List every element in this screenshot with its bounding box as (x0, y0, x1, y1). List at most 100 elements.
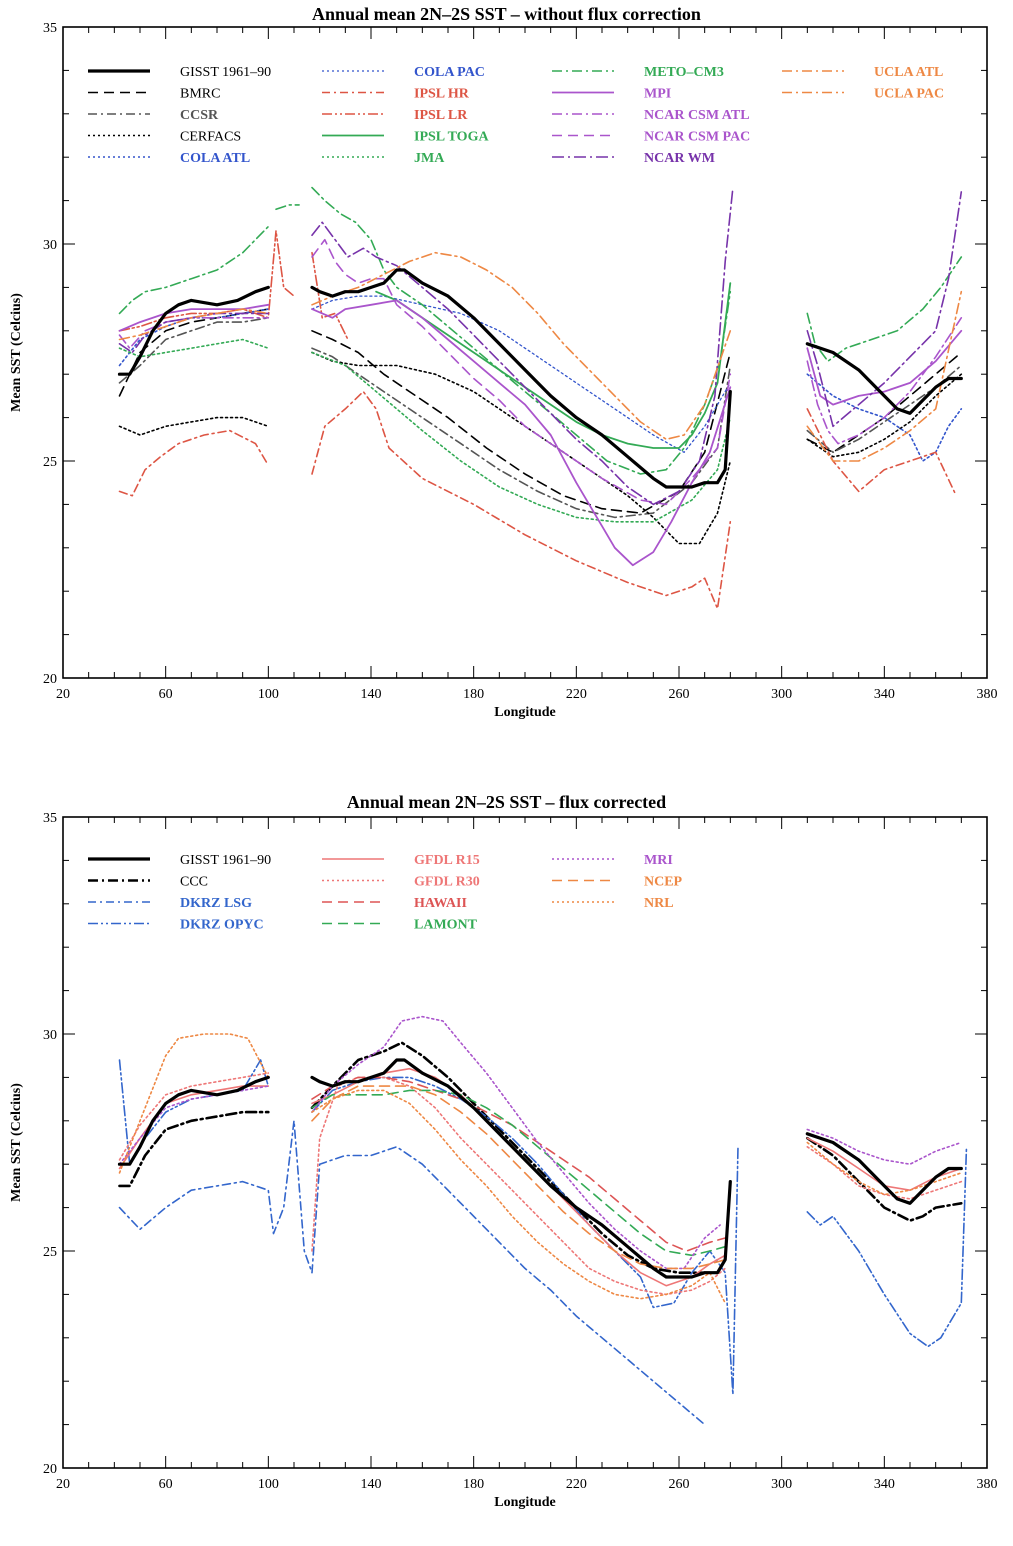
chart-canvas: 20 60 100 140 180 220 260 300 340 380Longitude202… (9, 21, 998, 720)
series-gisst-1961-90 (117, 1058, 963, 1279)
series-lamont (311, 1089, 726, 1257)
series-line (806, 1146, 968, 1348)
series-line (311, 295, 731, 453)
y-tick-label: 25 (43, 455, 57, 470)
legend-item: NCAR CSM PAC (552, 130, 750, 145)
series-line (310, 1058, 732, 1279)
legend-item: GFDL R30 (322, 875, 480, 890)
legend-label: NCEP (644, 875, 683, 890)
legend-item: CERFACS (88, 130, 241, 145)
series-line (311, 186, 732, 475)
legend-item: NCAR CSM ATL (552, 108, 750, 123)
y-tick-label: 35 (43, 21, 57, 36)
legend-item: NCEP (552, 875, 683, 890)
legend-item: COLA PAC (322, 65, 485, 80)
legend-item: CCSR (88, 108, 219, 123)
legend-label: METO–CM3 (644, 65, 724, 80)
series-bmrc (118, 308, 963, 514)
legend-label: GISST 1961–90 (180, 65, 271, 80)
y-axis: 20 25 30 35 Mean SST (Celcius) (9, 21, 987, 687)
series-line (310, 268, 732, 489)
series-ncep (311, 1085, 726, 1270)
legend-item: COLA ATL (88, 151, 250, 166)
legend-label: IPSL TOGA (414, 130, 489, 145)
series-line (806, 317, 963, 445)
series-line (118, 1085, 270, 1165)
y-tick-label: 30 (43, 1028, 57, 1043)
legend-label: GFDL R15 (414, 853, 480, 868)
legend-item: CCC (88, 875, 208, 890)
plot-frame (62, 816, 988, 1469)
legend-item: UCLA PAC (782, 87, 944, 102)
series-line (806, 373, 963, 462)
legend-label: NCAR CSM PAC (644, 130, 750, 145)
series-ccsr (118, 317, 963, 519)
legend-label: MPI (644, 87, 671, 102)
legend-item: GISST 1961–90 (88, 853, 271, 868)
series-line (310, 1041, 719, 1274)
legend: GISST 1961–90 CCC DKRZ LSG DKRZ OPYC GFDL R1… (88, 853, 683, 933)
series-line (311, 390, 732, 610)
plot-frame (62, 26, 988, 679)
series-line (806, 1146, 963, 1200)
series-line (117, 285, 270, 376)
legend-label: CCC (180, 875, 208, 890)
series-ipsl-lr (118, 230, 349, 341)
chart-canvas: 20 60 100 140 180 220 260 300 340 380Longitude202… (9, 811, 998, 1510)
legend-label: GFDL R30 (414, 875, 480, 890)
series-line (118, 1085, 270, 1170)
series-line (118, 429, 270, 497)
legend-label: GISST 1961–90 (180, 853, 271, 868)
series-line (311, 1067, 726, 1287)
series-nrl (118, 1033, 963, 1304)
legend-label: HAWAII (414, 896, 467, 911)
chart-panel-without-flux-correction: Annual mean 2N–2S SST – without flux cor… (0, 0, 1013, 756)
series-mri (118, 1015, 963, 1270)
series-ucla-atl (118, 290, 963, 462)
x-axis-label: Longitude (494, 705, 555, 720)
x-tick-label: 380 (977, 687, 998, 702)
legend-label: CERFACS (180, 130, 241, 145)
x-tick-label: 140 (361, 1477, 382, 1492)
series-line (118, 225, 270, 315)
x-tick-label: 100 (258, 687, 279, 702)
x-tick-label: 220 (566, 687, 587, 702)
series-dkrz-lsg (118, 1120, 706, 1426)
series-gfdl-r30 (118, 1072, 963, 1296)
y-axis: 20 25 30 35 Mean SST (Celcius) (9, 811, 987, 1477)
series-line (117, 1075, 270, 1166)
x-tick-label: 20 (56, 1477, 70, 1492)
series-ncar-csm-pac (311, 238, 732, 506)
y-tick-label: 20 (43, 672, 57, 687)
y-axis-label: Mean SST (Celcius) (9, 1083, 24, 1202)
series-cola-pac (311, 295, 731, 453)
series-line (311, 238, 732, 506)
x-tick-label: 340 (874, 687, 895, 702)
x-tick-label: 180 (463, 1477, 484, 1492)
series-line (806, 1141, 963, 1196)
series-line (806, 1128, 963, 1165)
plot-area (62, 816, 988, 1469)
series-line (118, 1072, 270, 1161)
legend-item: HAWAII (322, 896, 467, 911)
x-tick-label: 380 (977, 1477, 998, 1492)
series-meto-cm3 (118, 186, 963, 475)
legend-item: DKRZ LSG (88, 896, 252, 911)
series-line (806, 408, 957, 497)
legend-label: MRI (644, 853, 673, 868)
series-ipsl-hr (118, 390, 957, 610)
legend-label: BMRC (180, 87, 220, 102)
series-ipsl-toga (375, 282, 732, 449)
legend-label: UCLA PAC (874, 87, 944, 102)
legend-item: JMA (322, 151, 445, 166)
series-line (311, 1089, 726, 1304)
series-line (311, 351, 732, 523)
series-line (806, 373, 963, 458)
x-axis: 20 60 100 140 180 220 260 300 340 380 Longitude (56, 817, 998, 1510)
series-line (375, 282, 732, 449)
legend-label: IPSL HR (414, 87, 470, 102)
legend-label: CCSR (180, 108, 219, 123)
legend-label: NCAR CSM ATL (644, 108, 750, 123)
x-tick-label: 260 (669, 687, 690, 702)
series-cerfacs (118, 351, 963, 545)
